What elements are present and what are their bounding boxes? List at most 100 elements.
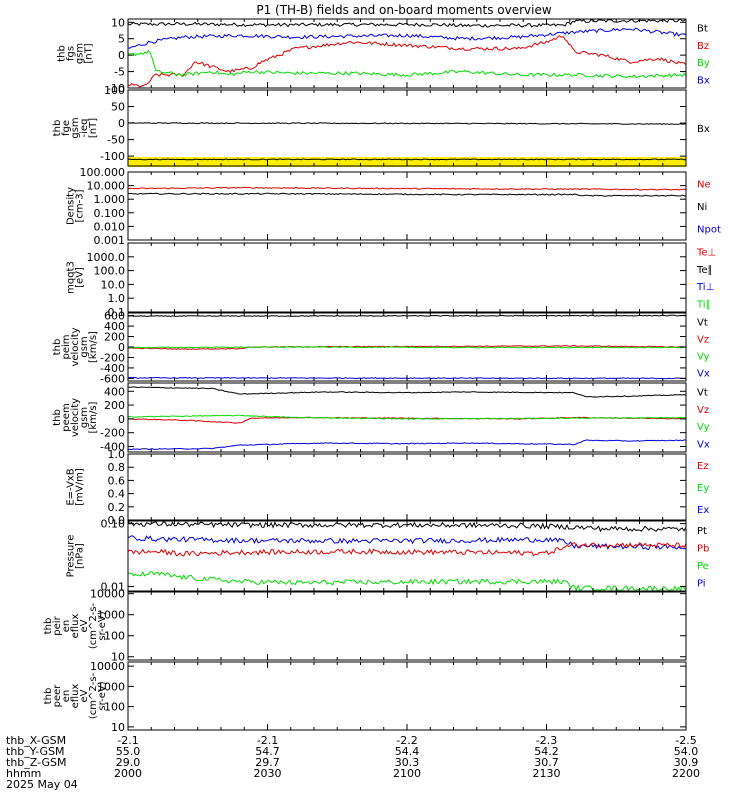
- y-tick-label: 0.4: [108, 488, 126, 501]
- y-axis-label: Density: [66, 187, 77, 225]
- panel-frame: [127, 520, 687, 592]
- y-axis-label: peem: [61, 403, 72, 431]
- legend-item: Bt: [697, 24, 708, 35]
- y-tick-label: 1.0: [108, 292, 126, 305]
- y-tick-label: 100: [104, 701, 125, 714]
- y-tick-label: -400: [100, 440, 125, 453]
- y-tick-label: -100: [100, 150, 125, 163]
- y-tick-label: -200: [100, 351, 125, 364]
- footer-value: -2.1: [257, 734, 278, 747]
- series-density-ne: [127, 186, 687, 191]
- y-axis-label: fge: [61, 120, 72, 136]
- footer-value: 2000: [114, 767, 142, 780]
- y-tick-label: 600: [104, 310, 125, 323]
- y-tick-label: 0.8: [108, 461, 126, 474]
- panel-peer: 10000 1000 100 10 thbpeerenefluxeV(cm^2-s-sr…: [43, 660, 687, 734]
- y-tick-label: 0.001: [94, 234, 126, 247]
- y-axis-label: [nPa]: [75, 543, 86, 569]
- y-tick-label: 100: [104, 630, 125, 643]
- series-pressure-pi: [127, 535, 687, 550]
- footer-value: -2.1: [117, 734, 138, 747]
- y-axis-label: peir: [52, 615, 63, 635]
- footer-value: 29.0: [116, 756, 141, 769]
- y-tick-label: 0: [118, 49, 125, 62]
- legend-item: Ey: [697, 483, 709, 494]
- legend-item: Pe: [697, 561, 709, 572]
- y-axis-label: thb: [43, 688, 54, 705]
- series-fgs-bz: [127, 35, 687, 88]
- series-peim-vz: [127, 344, 686, 351]
- panel-frame: [127, 242, 687, 313]
- y-axis-label: thb: [43, 618, 54, 635]
- y-tick-label: 0.100: [94, 207, 126, 220]
- y-axis-label: eV: [79, 689, 90, 702]
- y-tick-label: 1000.0: [87, 251, 126, 264]
- y-tick-label: 1000: [97, 609, 125, 622]
- footer-value: 54.7: [255, 745, 280, 758]
- panel-peir: 10000 1000 100 10 thbpeirenefluxeV(cm^2-s-sr…: [43, 588, 687, 664]
- y-axis-label: velocity: [70, 327, 81, 366]
- y-tick-label: 0.1: [108, 306, 126, 319]
- y-axis-label: gsm: [75, 43, 86, 64]
- legend-item: Bz: [697, 41, 709, 52]
- footer-date: 2025 May 04: [6, 778, 78, 791]
- footer-value: 30.9: [674, 756, 699, 769]
- legend-item: Vy: [697, 422, 710, 433]
- legend-item: Bx: [697, 124, 710, 135]
- y-tick-label: 0.10: [101, 518, 126, 531]
- legend-item: Pt: [697, 526, 707, 537]
- footer-value: -2.2: [396, 734, 417, 747]
- y-axis-label: [eV]: [75, 267, 86, 288]
- panel-frame: [127, 89, 687, 167]
- footer-value: 54.2: [534, 745, 559, 758]
- legend-item: Npot: [697, 225, 721, 236]
- y-axis-label: eflux: [70, 684, 81, 709]
- legend-item: By: [697, 58, 710, 69]
- legend-item: Vt: [697, 388, 708, 399]
- panels: 1050-5-10thbfgsgsm[nT]BtBzByBx100500-50-…: [43, 16, 721, 734]
- legend-item: Ti∥: [696, 299, 711, 310]
- footer-row-label: thb_Z-GSM: [6, 756, 66, 769]
- y-tick-label: 0: [118, 341, 125, 354]
- legend-item: Ne: [697, 179, 711, 190]
- footer-row-label: thb_Y-GSM: [6, 745, 65, 758]
- series-pressure-pb: [127, 541, 687, 557]
- y-tick-label: -400: [100, 362, 125, 375]
- y-tick-label: 0.2: [108, 501, 126, 514]
- legend-item: Vx: [697, 369, 710, 380]
- y-axis-label: eV: [79, 619, 90, 632]
- y-axis-label: thb: [57, 45, 68, 62]
- y-tick-label: 10.000: [87, 180, 126, 193]
- y-tick-label: 10: [111, 721, 125, 734]
- footer-value: 30.7: [534, 756, 559, 769]
- y-axis-label: mqqt3: [66, 261, 77, 294]
- series-fge-bx: [127, 122, 687, 125]
- series-fgs-bx: [127, 27, 687, 49]
- panel-pressure: 0.10 0.01 Pressure[nPa] Pt Pb Pe Pi: [66, 518, 710, 594]
- footer-value: 2100: [393, 767, 421, 780]
- series-density-ni: [128, 192, 687, 197]
- y-tick-label: 100.0: [94, 265, 126, 278]
- footer-value: 29.7: [255, 756, 280, 769]
- y-axis-label: -ieq: [79, 119, 90, 138]
- panel-frame: [127, 591, 687, 661]
- footer-value: 54.4: [395, 745, 420, 758]
- footer-row-label: thb_X-GSM: [6, 734, 66, 747]
- y-axis-label: [km/s]: [88, 401, 99, 433]
- footer-value: 2130: [533, 767, 561, 780]
- series-peem-vx: [127, 439, 687, 451]
- y-tick-label: 100: [104, 84, 125, 97]
- legend-item: Pb: [697, 543, 709, 554]
- y-tick-label: 1.000: [94, 193, 126, 206]
- y-axis-label: [nT]: [88, 118, 99, 138]
- y-axis-label: gsm: [79, 407, 90, 428]
- y-tick-label: 10.0: [101, 278, 126, 291]
- panel-frame: [127, 453, 687, 521]
- y-axis-label: eflux: [70, 614, 81, 639]
